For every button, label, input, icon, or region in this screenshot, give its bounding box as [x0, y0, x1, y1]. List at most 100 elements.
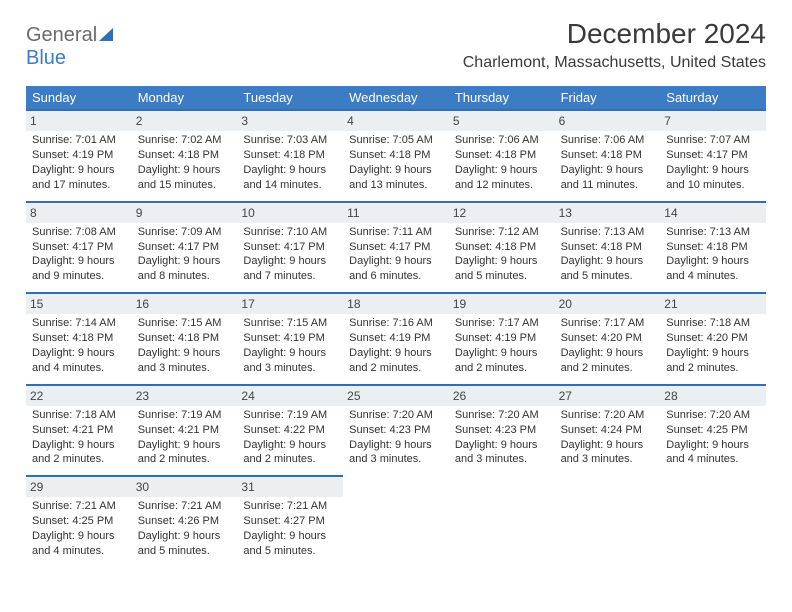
- daylight-line: Daylight: 9 hours and 3 minutes.: [243, 346, 337, 376]
- sunset-line: Sunset: 4:18 PM: [455, 148, 549, 163]
- calendar-cell: 14Sunrise: 7:13 AMSunset: 4:18 PMDayligh…: [660, 201, 766, 293]
- calendar-cell: 26Sunrise: 7:20 AMSunset: 4:23 PMDayligh…: [449, 384, 555, 476]
- daylight-line: Daylight: 9 hours and 11 minutes.: [561, 163, 655, 193]
- sunrise-line: Sunrise: 7:20 AM: [349, 408, 443, 423]
- calendar-cell: 16Sunrise: 7:15 AMSunset: 4:18 PMDayligh…: [132, 292, 238, 384]
- calendar-cell-empty: [343, 475, 449, 567]
- calendar-cell: 28Sunrise: 7:20 AMSunset: 4:25 PMDayligh…: [660, 384, 766, 476]
- daylight-line: Daylight: 9 hours and 3 minutes.: [561, 438, 655, 468]
- sunset-line: Sunset: 4:19 PM: [349, 331, 443, 346]
- logo-text-1: General: [26, 24, 97, 46]
- calendar-cell: 19Sunrise: 7:17 AMSunset: 4:19 PMDayligh…: [449, 292, 555, 384]
- sunrise-line: Sunrise: 7:14 AM: [32, 316, 126, 331]
- sunrise-line: Sunrise: 7:16 AM: [349, 316, 443, 331]
- sunrise-line: Sunrise: 7:06 AM: [455, 133, 549, 148]
- day-number: 7: [660, 111, 766, 131]
- calendar-cell: 25Sunrise: 7:20 AMSunset: 4:23 PMDayligh…: [343, 384, 449, 476]
- sunrise-line: Sunrise: 7:21 AM: [32, 499, 126, 514]
- daylight-line: Daylight: 9 hours and 5 minutes.: [561, 254, 655, 284]
- daylight-line: Daylight: 9 hours and 5 minutes.: [455, 254, 549, 284]
- sunrise-line: Sunrise: 7:08 AM: [32, 225, 126, 240]
- sunset-line: Sunset: 4:21 PM: [138, 423, 232, 438]
- dow-header: Wednesday: [343, 86, 449, 109]
- calendar-cell: 21Sunrise: 7:18 AMSunset: 4:20 PMDayligh…: [660, 292, 766, 384]
- day-number: 9: [132, 203, 238, 223]
- sunrise-line: Sunrise: 7:09 AM: [138, 225, 232, 240]
- day-number: 25: [343, 386, 449, 406]
- daylight-line: Daylight: 9 hours and 15 minutes.: [138, 163, 232, 193]
- sunset-line: Sunset: 4:20 PM: [561, 331, 655, 346]
- daylight-line: Daylight: 9 hours and 2 minutes.: [138, 438, 232, 468]
- calendar-grid: SundayMondayTuesdayWednesdayThursdayFrid…: [26, 86, 766, 567]
- sunset-line: Sunset: 4:17 PM: [666, 148, 760, 163]
- location-text: Charlemont, Massachusetts, United States: [463, 54, 766, 72]
- daylight-line: Daylight: 9 hours and 5 minutes.: [243, 529, 337, 559]
- sunrise-line: Sunrise: 7:12 AM: [455, 225, 549, 240]
- calendar-cell: 31Sunrise: 7:21 AMSunset: 4:27 PMDayligh…: [237, 475, 343, 567]
- day-number: 2: [132, 111, 238, 131]
- day-number: 11: [343, 203, 449, 223]
- day-number: 27: [555, 386, 661, 406]
- sunset-line: Sunset: 4:18 PM: [455, 240, 549, 255]
- sunrise-line: Sunrise: 7:17 AM: [455, 316, 549, 331]
- sunrise-line: Sunrise: 7:21 AM: [138, 499, 232, 514]
- sunset-line: Sunset: 4:18 PM: [32, 331, 126, 346]
- calendar-cell: 6Sunrise: 7:06 AMSunset: 4:18 PMDaylight…: [555, 109, 661, 201]
- logo: General Blue: [26, 18, 113, 70]
- sunset-line: Sunset: 4:23 PM: [349, 423, 443, 438]
- sunrise-line: Sunrise: 7:07 AM: [666, 133, 760, 148]
- calendar-cell-empty: [660, 475, 766, 567]
- calendar-cell: 10Sunrise: 7:10 AMSunset: 4:17 PMDayligh…: [237, 201, 343, 293]
- day-number: 28: [660, 386, 766, 406]
- daylight-line: Daylight: 9 hours and 13 minutes.: [349, 163, 443, 193]
- calendar-cell: 27Sunrise: 7:20 AMSunset: 4:24 PMDayligh…: [555, 384, 661, 476]
- sunrise-line: Sunrise: 7:11 AM: [349, 225, 443, 240]
- daylight-line: Daylight: 9 hours and 4 minutes.: [666, 254, 760, 284]
- day-number: 30: [132, 477, 238, 497]
- calendar-cell: 15Sunrise: 7:14 AMSunset: 4:18 PMDayligh…: [26, 292, 132, 384]
- sunrise-line: Sunrise: 7:05 AM: [349, 133, 443, 148]
- calendar-cell: 2 Sunrise: 7:02 AMSunset: 4:18 PMDaylight…: [132, 109, 238, 201]
- sunset-line: Sunset: 4:18 PM: [561, 240, 655, 255]
- sunrise-line: Sunrise: 7:06 AM: [561, 133, 655, 148]
- sunrise-line: Sunrise: 7:02 AM: [138, 133, 232, 148]
- calendar-cell: 4Sunrise: 7:05 AMSunset: 4:18 PMDaylight…: [343, 109, 449, 201]
- calendar-cell-empty: [449, 475, 555, 567]
- calendar-cell: 29Sunrise: 7:21 AMSunset: 4:25 PMDayligh…: [26, 475, 132, 567]
- sunset-line: Sunset: 4:18 PM: [243, 148, 337, 163]
- sunrise-line: Sunrise: 7:21 AM: [243, 499, 337, 514]
- sunrise-line: Sunrise: 7:17 AM: [561, 316, 655, 331]
- calendar-cell: 5Sunrise: 7:06 AMSunset: 4:18 PMDaylight…: [449, 109, 555, 201]
- sunrise-line: Sunrise: 7:19 AM: [138, 408, 232, 423]
- sunset-line: Sunset: 4:20 PM: [666, 331, 760, 346]
- dow-header: Monday: [132, 86, 238, 109]
- calendar-cell: 23Sunrise: 7:19 AMSunset: 4:21 PMDayligh…: [132, 384, 238, 476]
- daylight-line: Daylight: 9 hours and 7 minutes.: [243, 254, 337, 284]
- calendar-cell: 30Sunrise: 7:21 AMSunset: 4:26 PMDayligh…: [132, 475, 238, 567]
- day-number: 16: [132, 294, 238, 314]
- sunset-line: Sunset: 4:17 PM: [349, 240, 443, 255]
- dow-header: Sunday: [26, 86, 132, 109]
- day-number: 20: [555, 294, 661, 314]
- daylight-line: Daylight: 9 hours and 9 minutes.: [32, 254, 126, 284]
- daylight-line: Daylight: 9 hours and 4 minutes.: [32, 529, 126, 559]
- calendar-cell: 11Sunrise: 7:11 AMSunset: 4:17 PMDayligh…: [343, 201, 449, 293]
- sunrise-line: Sunrise: 7:20 AM: [561, 408, 655, 423]
- calendar-cell: 13Sunrise: 7:13 AMSunset: 4:18 PMDayligh…: [555, 201, 661, 293]
- title-block: December 2024 Charlemont, Massachusetts,…: [463, 18, 766, 72]
- daylight-line: Daylight: 9 hours and 3 minutes.: [138, 346, 232, 376]
- page-header: General Blue December 2024 Charlemont, M…: [26, 18, 766, 72]
- day-number: 15: [26, 294, 132, 314]
- day-number: 22: [26, 386, 132, 406]
- daylight-line: Daylight: 9 hours and 17 minutes.: [32, 163, 126, 193]
- sunrise-line: Sunrise: 7:20 AM: [666, 408, 760, 423]
- day-number: 10: [237, 203, 343, 223]
- sunset-line: Sunset: 4:18 PM: [138, 148, 232, 163]
- day-number: 13: [555, 203, 661, 223]
- month-title: December 2024: [463, 18, 766, 50]
- calendar-cell: 1Sunrise: 7:01 AMSunset: 4:19 PMDaylight…: [26, 109, 132, 201]
- sunrise-line: Sunrise: 7:13 AM: [666, 225, 760, 240]
- day-number: 18: [343, 294, 449, 314]
- sunrise-line: Sunrise: 7:20 AM: [455, 408, 549, 423]
- sunrise-line: Sunrise: 7:18 AM: [32, 408, 126, 423]
